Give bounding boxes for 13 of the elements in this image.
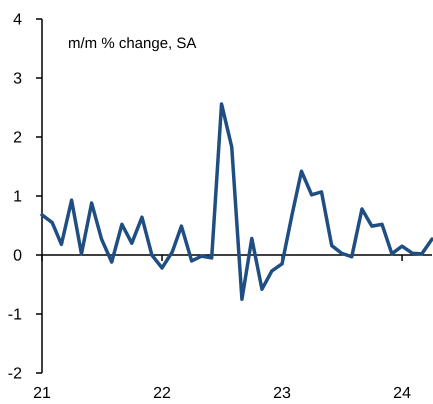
y-tick-label: 0 [13, 248, 22, 265]
y-tick-label: -2 [8, 366, 22, 383]
y-tick-label: 4 [13, 12, 22, 29]
x-tick-label: 22 [153, 385, 172, 402]
y-tick-label: 3 [13, 70, 22, 88]
x-tick-label: 23 [273, 385, 292, 402]
x-tick-label: 21 [33, 385, 51, 402]
y-tick-label: 1 [13, 188, 22, 206]
y-tick-label: 2 [13, 130, 22, 147]
text: m/m % change, SA [68, 35, 196, 52]
x-tick-label: 24 [393, 385, 412, 402]
y-tick-label: -1 [8, 306, 22, 324]
line-series [40, 102, 433, 301]
